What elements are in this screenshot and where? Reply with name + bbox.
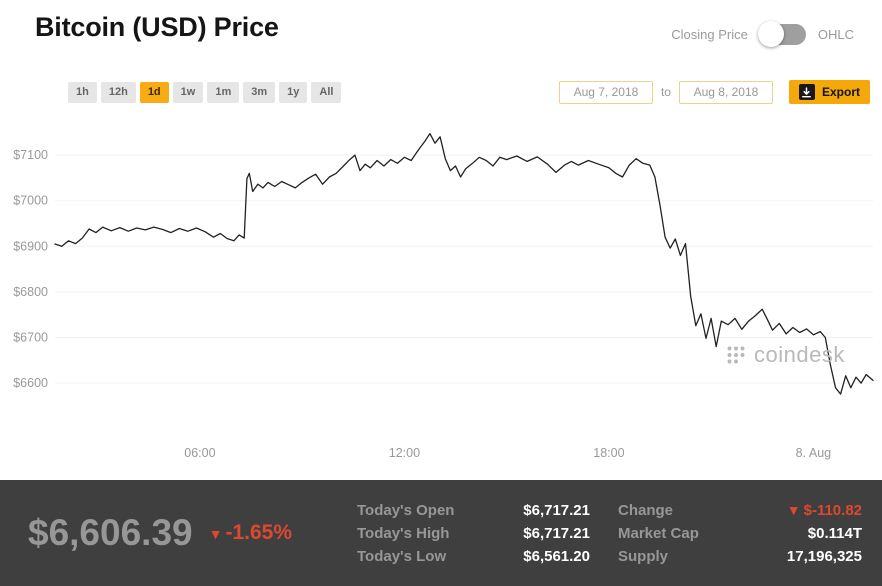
todays-open-label: Today's Open bbox=[357, 501, 455, 519]
change-amount: $-110.82 bbox=[803, 501, 862, 519]
current-price: $6,606.39 bbox=[28, 512, 193, 553]
svg-text:$6800: $6800 bbox=[13, 285, 48, 299]
todays-low-value: $6,561.20 bbox=[523, 547, 590, 565]
closing-ohlc-toggle[interactable] bbox=[757, 21, 806, 47]
price-chart-area: $7100 $7000 $6900 $6800 $6700 $6600 06:00 12:00… bbox=[0, 112, 882, 480]
todays-high-value: $6,717.21 bbox=[523, 524, 590, 542]
range-button-1m[interactable]: 1m bbox=[207, 81, 240, 103]
change-label: Change bbox=[618, 501, 674, 519]
supply-value: 17,196,325 bbox=[786, 547, 862, 565]
date-to-input[interactable] bbox=[678, 80, 773, 104]
svg-text:8. Aug: 8. Aug bbox=[796, 446, 831, 460]
svg-text:12:00: 12:00 bbox=[389, 446, 420, 460]
ohlc-label: OHLC bbox=[817, 27, 854, 42]
market-stats-group: Change ▼ $-110.82 Market Cap $0.114T Supp… bbox=[618, 502, 882, 565]
download-icon bbox=[798, 84, 815, 100]
svg-text:$6600: $6600 bbox=[13, 376, 48, 390]
chart-mode-toggle-group: Closing Price OHLC bbox=[671, 21, 854, 47]
price-change-percent: ▼ -1.65% bbox=[209, 521, 292, 545]
down-triangle-icon: ▼ bbox=[208, 526, 223, 542]
export-button-label: Export bbox=[821, 85, 860, 99]
svg-text:06:00: 06:00 bbox=[184, 446, 215, 460]
svg-text:$7100: $7100 bbox=[13, 148, 48, 162]
range-button-1h[interactable]: 1h bbox=[68, 81, 97, 103]
range-button-12h[interactable]: 12h bbox=[100, 81, 136, 103]
todays-high-label: Today's High bbox=[357, 524, 450, 542]
change-value: ▼ $-110.82 bbox=[738, 502, 862, 519]
svg-text:$6700: $6700 bbox=[13, 331, 48, 345]
range-button-all[interactable]: All bbox=[311, 81, 342, 103]
svg-text:18:00: 18:00 bbox=[593, 446, 624, 460]
date-range-controls: to Export bbox=[558, 80, 870, 104]
price-summary-bar: $6,606.39 ▼ -1.65% Today's Open $6,717.21… bbox=[0, 480, 882, 586]
price-line-chart[interactable]: $7100 $7000 $6900 $6800 $6700 $6600 06:00 12:00… bbox=[0, 112, 882, 477]
range-button-3m[interactable]: 3m bbox=[243, 81, 276, 103]
down-triangle-icon: ▼ bbox=[786, 501, 801, 518]
closing-price-label: Closing Price bbox=[671, 27, 748, 42]
range-button-1w[interactable]: 1w bbox=[172, 81, 204, 103]
change-percent-value: -1.65% bbox=[225, 521, 293, 544]
export-button[interactable]: Export bbox=[788, 80, 870, 104]
to-label: to bbox=[660, 85, 671, 99]
svg-text:$6900: $6900 bbox=[13, 239, 48, 253]
range-button-1y[interactable]: 1y bbox=[279, 81, 308, 103]
todays-low-label: Today's Low bbox=[357, 547, 447, 565]
market-cap-label: Market Cap bbox=[618, 524, 699, 542]
svg-text:$7000: $7000 bbox=[13, 194, 48, 208]
chart-toolbar: 1h 12h 1d 1w 1m 3m 1y All to Export bbox=[68, 80, 870, 104]
todays-open-value: $6,717.21 bbox=[523, 501, 590, 519]
today-stats-group: Today's Open $6,717.21 Today's High $6,7… bbox=[357, 502, 590, 565]
page-title: Bitcoin (USD) Price bbox=[35, 12, 279, 42]
current-price-block: $6,606.39 ▼ -1.65% bbox=[0, 512, 357, 554]
toggle-knob[interactable] bbox=[757, 21, 784, 47]
market-cap-value: $0.114T bbox=[807, 524, 862, 542]
supply-label: Supply bbox=[618, 547, 669, 565]
date-from-input[interactable] bbox=[558, 80, 653, 104]
range-button-1d[interactable]: 1d bbox=[139, 81, 169, 103]
time-range-buttons: 1h 12h 1d 1w 1m 3m 1y All bbox=[68, 81, 342, 103]
